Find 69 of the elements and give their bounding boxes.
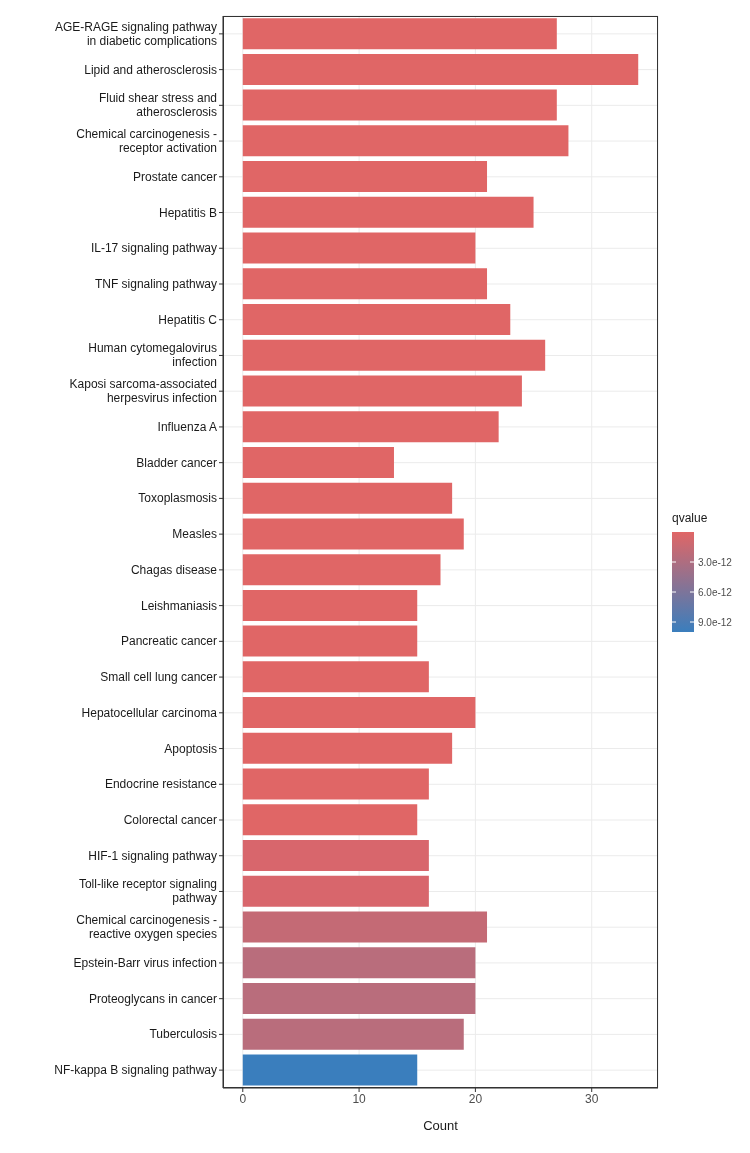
y-tick-label: TNF signaling pathway [94,277,217,291]
bar [242,18,557,50]
y-tick-label: Chemical carcinogenesis - reactive oxygen species [76,913,217,942]
bar [242,1054,418,1086]
y-tick-label: Apoptosis [164,741,217,756]
y-tick-label: Chemical carcinogenesis - receptor activation [76,127,217,156]
y-tick-label: Hepatitis B [158,205,217,220]
y-tick-label: Measles [172,527,217,542]
bar [242,375,522,407]
bar [242,482,453,514]
bar [242,304,511,336]
bar [242,268,488,300]
x-axis-title: Count [423,1118,459,1133]
y-tick-label: Colorectal cancer [123,813,217,827]
x-tick-label: 30 [585,1091,599,1106]
x-tick-label: 20 [468,1091,483,1106]
y-tick-label: IL-17 signaling pathway [90,241,217,256]
color-bar-label: 6.0e-12 [698,586,733,598]
y-tick-label: Proteoglycans in cancer [88,991,217,1006]
bar [242,339,546,371]
bar [242,89,557,121]
y-tick-label: Hepatitis C [158,312,218,327]
y-tick-label: Epstein-Barr virus infection [73,955,217,970]
y-tick-label: Tuberculosis [149,1027,217,1042]
y-tick-label: Kaposi sarcoma-associated herpesvirus infection [69,377,217,406]
y-tick-label: Chagas disease [130,562,218,577]
y-tick-label: AGE-RAGE signaling pathway in diabetic complications [54,19,217,48]
bar [242,875,429,907]
bar [242,446,394,478]
bar [242,947,476,979]
y-tick-label: Toll-like receptor signaling pathway [78,877,217,906]
bar [242,589,418,621]
y-tick-label: Fluid shear stress and atherosclerosis [98,91,217,120]
color-bar-title: qvalue [672,511,708,525]
y-tick-label: Lipid and atherosclerosis [84,62,217,77]
y-tick-label: Small cell lung cancer [100,670,217,685]
bar [242,411,499,443]
bar [242,625,418,657]
bar [242,697,476,729]
bar [242,554,441,586]
bar [242,518,464,550]
y-tick-label: NF-kappa B signaling pathway [54,1063,217,1078]
bar [242,661,429,693]
bar [242,232,476,264]
y-tick-label: HIF-1 signaling pathway [88,848,217,863]
bar [242,840,429,872]
y-tick-label: Hepatocellular carcinoma [81,705,218,720]
x-tick-label: 0 [239,1091,247,1106]
y-tick-label: Bladder cancer [136,455,217,470]
bar [242,161,488,193]
y-tick-label: Toxoplasmosis [138,491,217,506]
bar [242,196,534,228]
bar [242,911,488,943]
y-tick-label: Leishmaniasis [140,598,217,613]
y-tick-label: Influenza A [157,419,217,434]
y-tick-label: Pancreatic cancer [120,634,217,649]
bar [242,125,569,157]
bar [242,768,429,800]
color-bar-label: 3.0e-12 [698,556,733,568]
bar [242,53,639,85]
bar [242,804,418,836]
bar [242,982,476,1014]
bar [242,732,453,764]
y-tick-label: Prostate cancer [132,169,217,184]
color-bar-label: 9.0e-12 [698,616,733,628]
y-tick-label: Endocrine resistance [104,777,218,792]
y-tick-label: Human cytomegalovirus infection [88,341,217,370]
x-tick-label: 10 [352,1091,367,1106]
bar [242,1018,464,1050]
